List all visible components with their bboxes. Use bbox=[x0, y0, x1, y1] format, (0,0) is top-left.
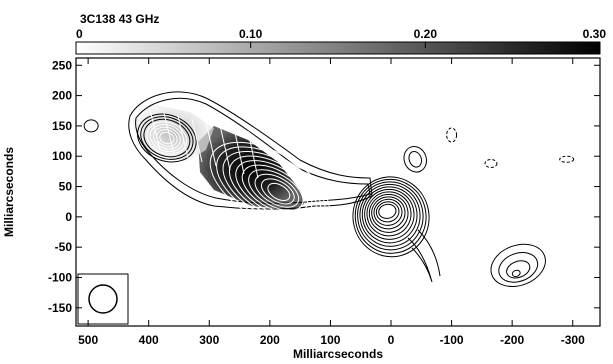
beam-box bbox=[77, 273, 129, 325]
chart-title: 3C138 43 GHz bbox=[80, 12, 159, 26]
x-tick-label: 500 bbox=[78, 333, 98, 347]
hotspot-contour bbox=[152, 126, 181, 150]
x-axis-label: Milliarcseconds bbox=[293, 347, 383, 361]
y-tick-label: 200 bbox=[52, 89, 72, 103]
jet-inner-contour bbox=[177, 115, 189, 159]
core-contour bbox=[352, 176, 430, 258]
isolated-source-contour bbox=[408, 150, 423, 168]
beam-ellipse bbox=[88, 284, 118, 314]
knot-contour bbox=[235, 160, 313, 218]
core-contour bbox=[361, 186, 418, 244]
hotspot-contour bbox=[146, 121, 188, 155]
core-contour bbox=[359, 183, 421, 247]
x-tick-label: 0 bbox=[388, 333, 395, 347]
x-tick-label: 300 bbox=[199, 333, 219, 347]
y-axis-label: Milliarcseconds bbox=[2, 147, 16, 237]
southwest-component-contour bbox=[490, 243, 546, 287]
southwest-component-contour bbox=[498, 252, 539, 283]
colorbar-tick-label: 0.30 bbox=[583, 27, 607, 41]
knot-contour bbox=[260, 178, 295, 205]
isolated-source-contour bbox=[83, 119, 99, 133]
colorbar-gradient bbox=[75, 41, 601, 55]
core-tail-contour bbox=[407, 237, 433, 283]
hotspot-contour bbox=[149, 124, 184, 153]
y-tick-label: 250 bbox=[52, 58, 72, 72]
knot-contour bbox=[216, 146, 326, 228]
negative-contour bbox=[559, 155, 575, 163]
y-axis-ticks: 250 200 150 100 50 0 -50 -100 -150 bbox=[48, 58, 600, 315]
colorbar-tick-label: 0.20 bbox=[414, 27, 438, 41]
beam-inset bbox=[77, 273, 129, 325]
x-tick-label: -100 bbox=[440, 333, 464, 347]
colorbar-tick-label: 0.10 bbox=[239, 27, 263, 41]
jet-inner-contour bbox=[219, 124, 231, 171]
contour-lines bbox=[83, 91, 575, 287]
southwest-component-contour bbox=[506, 260, 531, 279]
core-contour bbox=[371, 196, 406, 230]
core-contour bbox=[373, 198, 403, 226]
x-tick-label: 100 bbox=[320, 333, 340, 347]
knot-contour bbox=[254, 173, 300, 208]
isolated-source-contour bbox=[403, 145, 427, 173]
jet-inner-contour bbox=[191, 118, 203, 163]
x-axis-ticks: 500 400 300 200 100 0 -100 -200 -300 bbox=[78, 58, 585, 347]
hotspot-contour bbox=[156, 129, 178, 147]
y-tick-label: 0 bbox=[65, 210, 72, 224]
core-tail-contour bbox=[417, 229, 441, 277]
x-tick-label: 200 bbox=[260, 333, 280, 347]
plot-border bbox=[75, 57, 601, 327]
knot-contour bbox=[222, 150, 322, 225]
hotspot-contour bbox=[140, 116, 194, 160]
y-tick-label: 150 bbox=[52, 119, 72, 133]
knot-contour bbox=[267, 182, 291, 201]
knot-contour bbox=[228, 155, 317, 222]
jet-envelope-contour bbox=[135, 97, 371, 204]
y-tick-label: 100 bbox=[52, 149, 72, 163]
y-tick-label: -150 bbox=[48, 301, 72, 315]
knot-contour bbox=[248, 169, 304, 212]
jet-inner-contour bbox=[163, 112, 175, 155]
hotspot-contour bbox=[137, 113, 197, 163]
colorbar-ticks: 0 0.10 0.20 0.30 bbox=[75, 27, 607, 48]
jet-inner-contour bbox=[247, 130, 259, 179]
core-contour bbox=[354, 178, 427, 254]
jet-inner-contour bbox=[205, 121, 217, 167]
core-contour bbox=[378, 203, 397, 219]
negative-contour bbox=[484, 159, 498, 169]
plot-area: 500 400 300 200 100 0 -100 -200 -300 25020015010… bbox=[48, 57, 601, 347]
jet-inner-contour bbox=[149, 109, 161, 151]
negative-contour bbox=[446, 127, 458, 143]
x-tick-label: 400 bbox=[139, 333, 159, 347]
core-contour bbox=[364, 188, 415, 240]
hotspot-contour bbox=[143, 118, 191, 158]
core-contour bbox=[366, 191, 412, 237]
colorbar: 0 0.10 0.20 0.30 bbox=[75, 27, 607, 55]
x-tick-label: -200 bbox=[500, 333, 524, 347]
jet-envelope-contour bbox=[128, 91, 373, 210]
y-tick-label: -50 bbox=[55, 240, 73, 254]
core-contour bbox=[368, 193, 409, 233]
core-contour bbox=[375, 201, 400, 223]
y-tick-label: 50 bbox=[59, 180, 73, 194]
southwest-component-contour bbox=[511, 269, 521, 278]
y-tick-label: -100 bbox=[48, 270, 72, 284]
colorbar-tick-label: 0 bbox=[76, 27, 83, 41]
plot-frame bbox=[76, 58, 600, 326]
core-contour bbox=[357, 181, 424, 251]
jet-inner-contour bbox=[233, 127, 245, 175]
x-tick-label: -300 bbox=[561, 333, 585, 347]
